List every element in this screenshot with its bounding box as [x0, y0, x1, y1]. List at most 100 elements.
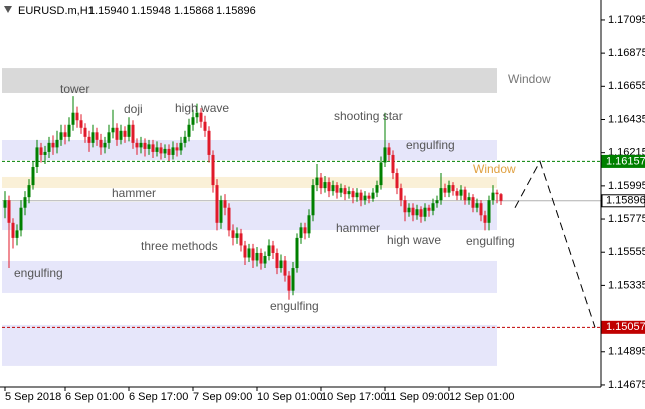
x-tick-label: 6 Sep 17:00 — [129, 391, 188, 403]
candle-body — [307, 215, 311, 234]
candle-body — [295, 237, 299, 269]
zone — [2, 260, 497, 293]
candle-body — [35, 147, 39, 168]
y-tick-label: 1.15555 — [608, 246, 645, 258]
candle-body — [219, 200, 223, 223]
candle-body — [191, 117, 195, 125]
candle-body — [11, 222, 15, 238]
candle-body — [471, 197, 475, 208]
candle-body — [51, 142, 55, 148]
candle-body — [107, 132, 111, 143]
candle-body — [251, 248, 255, 261]
candle-body — [3, 200, 7, 208]
zone — [2, 140, 497, 161]
candle-body — [79, 120, 83, 128]
y-tick-label: 1.16875 — [608, 47, 645, 59]
candles — [3, 96, 503, 300]
x-tick-label: 7 Sep 09:00 — [193, 391, 252, 403]
candle-body — [227, 207, 231, 231]
candle-body — [479, 203, 483, 216]
zone — [2, 176, 497, 188]
candle-body — [111, 127, 115, 133]
x-tick-label: 5 Sep 2018 — [5, 391, 61, 403]
candle-body — [495, 192, 499, 195]
x-tick-label: 11 Sep 09:00 — [385, 391, 450, 403]
axis-labels: 1.14675 1.14895 1.15335 1.15555 1.15775 1.159… — [4, 14, 645, 403]
zone — [2, 324, 497, 366]
candle-body — [31, 167, 35, 186]
candle-body — [99, 139, 103, 148]
candle-body — [119, 130, 123, 140]
candle-body — [95, 132, 99, 140]
price-tag-label: 1.15896 — [606, 195, 645, 207]
candle-body — [283, 260, 287, 276]
price-tag-label: 1.15057 — [606, 321, 645, 333]
y-tick-label: 1.14675 — [608, 379, 645, 391]
x-tick-label: 6 Sep 01:00 — [65, 391, 124, 403]
candle-body — [311, 185, 315, 216]
collapse-icon — [4, 6, 12, 13]
candle-body — [363, 195, 367, 201]
candle-body — [23, 197, 27, 208]
candle-body — [39, 147, 43, 155]
candle-body — [259, 252, 263, 264]
candle-body — [43, 151, 47, 155]
candle-body — [71, 112, 75, 125]
candle-body — [135, 142, 139, 148]
candle-body — [47, 142, 51, 152]
candle-body — [207, 130, 211, 155]
candle-body — [75, 112, 79, 121]
candle-body — [175, 147, 179, 151]
candle-body — [455, 191, 459, 196]
candle-body — [391, 154, 395, 174]
candle-body — [343, 188, 347, 195]
y-tick-label: 1.15775 — [608, 213, 645, 225]
zone — [2, 68, 497, 93]
candle-body — [371, 192, 375, 199]
candle-body — [399, 188, 403, 201]
price-tag — [601, 320, 645, 334]
candle-body — [247, 248, 251, 258]
candle-body — [443, 188, 447, 193]
candle-body — [163, 148, 167, 154]
symbol: EURUSD.m,H1 — [18, 5, 94, 17]
candle-body — [323, 182, 327, 189]
price-tag — [601, 154, 645, 168]
candle-body — [459, 189, 463, 196]
candle-body — [87, 136, 91, 143]
y-tick-label: 1.15995 — [608, 180, 645, 192]
y-tick-label: 1.16435 — [608, 113, 645, 125]
candle-body — [187, 124, 191, 137]
annotation: Window — [508, 72, 551, 86]
candle-body — [475, 203, 479, 208]
candle-body — [139, 142, 143, 148]
candle-body — [199, 112, 203, 122]
candle-body — [91, 132, 95, 143]
candle-body — [327, 182, 331, 192]
candle-body — [155, 147, 159, 152]
candle-body — [215, 185, 219, 223]
candle-body — [407, 207, 411, 213]
candle-body — [367, 195, 371, 199]
candle-body — [279, 260, 283, 269]
projection-line — [514, 160, 596, 328]
candle-body — [435, 200, 439, 204]
candle-body — [147, 144, 151, 149]
candle-body — [331, 185, 335, 192]
candle-body — [303, 227, 307, 234]
candle-body — [299, 227, 303, 238]
candle-body — [15, 230, 19, 238]
candle-body — [195, 112, 199, 118]
annotation: doji — [124, 102, 143, 116]
candle-body — [423, 207, 427, 217]
y-tick-label: 1.15335 — [608, 279, 645, 291]
candle-body — [451, 185, 455, 192]
candle-body — [255, 252, 259, 261]
candle-body — [179, 142, 183, 151]
candle-body — [143, 142, 147, 149]
annotation: Window — [473, 162, 516, 176]
candle-body — [355, 192, 359, 198]
candle-body — [131, 124, 135, 143]
candle-body — [335, 185, 339, 193]
